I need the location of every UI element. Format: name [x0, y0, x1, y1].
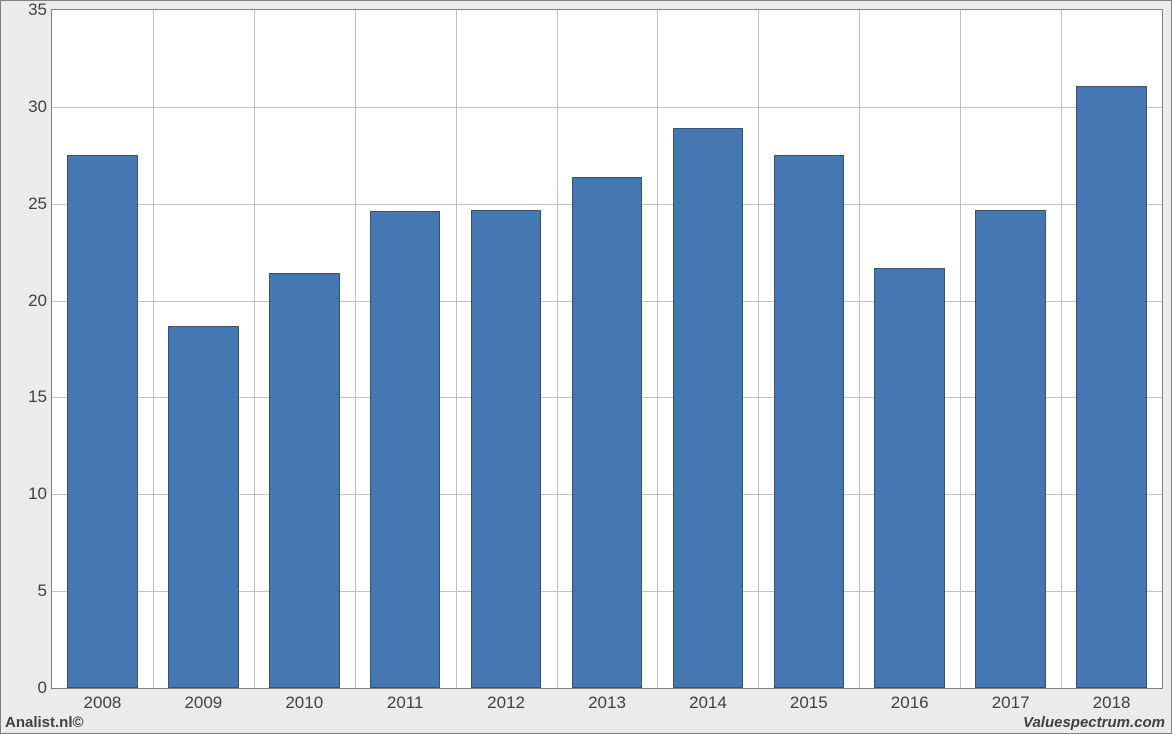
bar — [975, 210, 1046, 688]
x-axis-label: 2012 — [487, 693, 525, 713]
y-axis-label: 15 — [7, 387, 47, 407]
x-axis-label: 2017 — [992, 693, 1030, 713]
x-axis-label: 2018 — [1093, 693, 1131, 713]
plot-area — [51, 9, 1163, 689]
x-axis-label: 2009 — [184, 693, 222, 713]
credit-right: Valuespectrum.com — [1023, 714, 1165, 731]
y-axis-label: 25 — [7, 194, 47, 214]
y-axis-label: 20 — [7, 291, 47, 311]
x-axis-label: 2014 — [689, 693, 727, 713]
vgridline — [254, 10, 255, 688]
gridline — [52, 107, 1162, 108]
vgridline — [960, 10, 961, 688]
bar — [471, 210, 542, 688]
x-axis-label: 2011 — [387, 693, 424, 713]
y-axis-label: 5 — [7, 581, 47, 601]
vgridline — [657, 10, 658, 688]
bar — [874, 268, 945, 688]
bar — [572, 177, 643, 688]
vgridline — [355, 10, 356, 688]
vgridline — [758, 10, 759, 688]
x-axis-label: 2016 — [891, 693, 929, 713]
x-axis-label: 2008 — [84, 693, 122, 713]
bar — [168, 326, 239, 688]
x-axis-label: 2015 — [790, 693, 828, 713]
vgridline — [456, 10, 457, 688]
y-axis-label: 35 — [7, 0, 47, 20]
bar — [673, 128, 744, 688]
y-axis-label: 30 — [7, 97, 47, 117]
bar — [774, 155, 845, 688]
vgridline — [153, 10, 154, 688]
y-axis-label: 10 — [7, 484, 47, 504]
credit-left: Analist.nl© — [5, 714, 84, 731]
vgridline — [1061, 10, 1062, 688]
bar — [1076, 86, 1147, 688]
vgridline — [557, 10, 558, 688]
vgridline — [859, 10, 860, 688]
chart-container: Analist.nl© Valuespectrum.com 0 5 10 15 20 25… — [0, 0, 1172, 734]
x-axis-label: 2013 — [588, 693, 626, 713]
bar — [370, 211, 441, 688]
x-axis-label: 2010 — [285, 693, 323, 713]
y-axis-label: 0 — [7, 678, 47, 698]
bar — [67, 155, 138, 688]
bar — [269, 273, 340, 688]
